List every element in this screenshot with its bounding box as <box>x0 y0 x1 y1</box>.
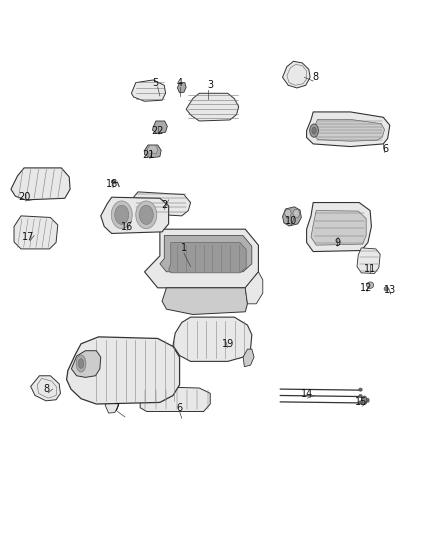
Text: 18: 18 <box>106 179 118 189</box>
Polygon shape <box>186 93 239 121</box>
Polygon shape <box>283 61 310 88</box>
Text: 22: 22 <box>152 126 164 135</box>
Text: 8: 8 <box>312 72 318 82</box>
Ellipse shape <box>367 282 374 288</box>
Ellipse shape <box>111 180 115 183</box>
Polygon shape <box>243 349 254 367</box>
Text: 19: 19 <box>222 339 234 349</box>
Polygon shape <box>245 272 263 304</box>
Polygon shape <box>283 207 301 226</box>
Text: 13: 13 <box>384 286 396 295</box>
Text: 15: 15 <box>355 398 367 407</box>
Polygon shape <box>162 288 247 314</box>
Text: 10: 10 <box>285 216 297 226</box>
Polygon shape <box>67 337 180 404</box>
Polygon shape <box>71 351 101 377</box>
Polygon shape <box>311 211 366 245</box>
Text: 1: 1 <box>181 243 187 253</box>
Text: 9: 9 <box>334 238 340 247</box>
Polygon shape <box>307 112 390 147</box>
Ellipse shape <box>115 205 129 224</box>
Polygon shape <box>307 203 371 252</box>
Ellipse shape <box>312 127 316 134</box>
Text: 14: 14 <box>300 390 313 399</box>
Ellipse shape <box>359 388 362 391</box>
Ellipse shape <box>384 287 389 291</box>
Polygon shape <box>313 119 385 141</box>
Polygon shape <box>357 248 380 273</box>
Polygon shape <box>284 209 291 218</box>
Polygon shape <box>129 192 191 216</box>
Polygon shape <box>105 397 118 413</box>
Text: 8: 8 <box>43 384 49 394</box>
Text: 11: 11 <box>364 264 376 274</box>
Text: 6: 6 <box>382 144 389 154</box>
Polygon shape <box>101 197 169 233</box>
Text: 20: 20 <box>18 192 30 202</box>
Text: 16: 16 <box>121 222 133 231</box>
Polygon shape <box>131 80 166 101</box>
Polygon shape <box>169 243 246 273</box>
Polygon shape <box>177 83 186 93</box>
Ellipse shape <box>359 401 362 404</box>
Ellipse shape <box>136 201 157 229</box>
Ellipse shape <box>78 359 84 368</box>
Ellipse shape <box>139 205 153 224</box>
Polygon shape <box>140 386 210 411</box>
Text: 17: 17 <box>22 232 35 242</box>
Text: 7: 7 <box>113 403 119 413</box>
Text: 12: 12 <box>360 283 372 293</box>
Ellipse shape <box>367 398 369 402</box>
Polygon shape <box>145 145 161 158</box>
Polygon shape <box>31 376 60 401</box>
Ellipse shape <box>362 396 367 405</box>
Polygon shape <box>145 229 258 288</box>
Polygon shape <box>11 168 70 200</box>
Polygon shape <box>147 146 158 154</box>
Polygon shape <box>14 216 58 249</box>
Ellipse shape <box>76 355 86 372</box>
Text: 3: 3 <box>207 80 213 90</box>
Text: 21: 21 <box>143 150 155 159</box>
Polygon shape <box>173 317 252 361</box>
Text: 2: 2 <box>161 200 167 210</box>
Text: 5: 5 <box>152 78 159 87</box>
Ellipse shape <box>111 201 132 229</box>
Polygon shape <box>152 121 167 133</box>
Polygon shape <box>160 236 252 272</box>
Ellipse shape <box>359 394 362 398</box>
Text: 4: 4 <box>177 78 183 87</box>
Text: 6: 6 <box>177 403 183 413</box>
Polygon shape <box>293 209 300 218</box>
Ellipse shape <box>310 124 318 137</box>
